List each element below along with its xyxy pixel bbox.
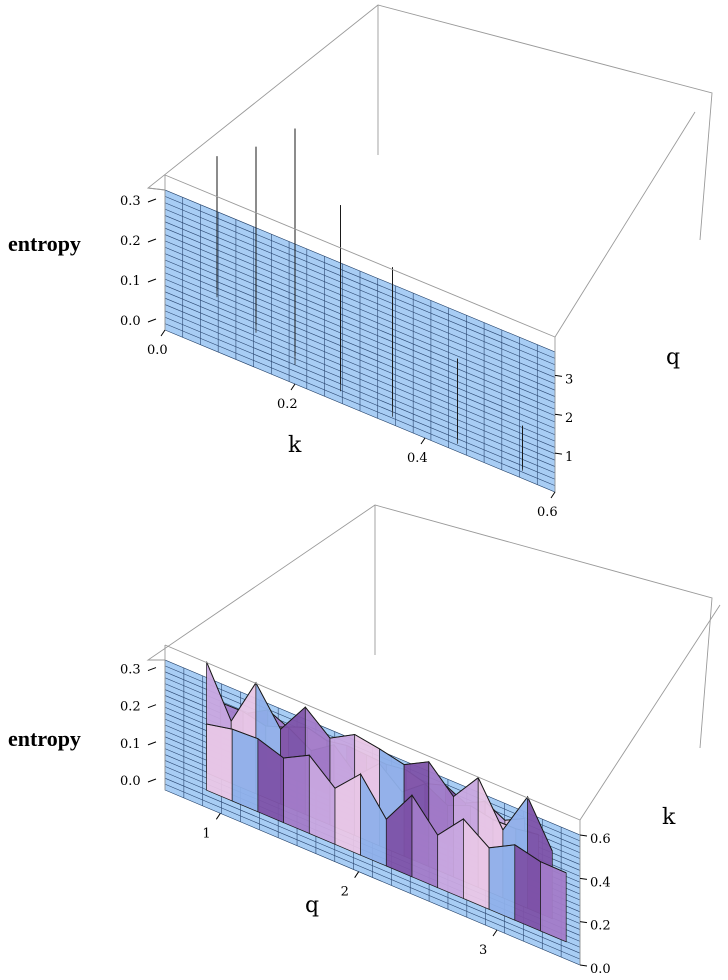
p1-floor-gridline <box>164 208 556 372</box>
p1-floor-gridline <box>164 196 556 359</box>
p1-floor-gridline <box>164 221 556 385</box>
p2-ytick-label: 0.4 <box>590 875 611 890</box>
plot-bottom-surface <box>206 661 567 943</box>
plot-bottom: 0.0 0.1 0.2 0.3 1 2 3 0.0 0.2 0.4 0.6 entropy q k <box>8 504 721 977</box>
p1-ztick-label: 0.1 <box>120 274 141 289</box>
p1-xtick-label: 0.6 <box>537 505 558 520</box>
plot-bottom-zlabel: entropy <box>8 726 81 751</box>
plot-top-ylabel: q <box>666 345 680 370</box>
p1-ytick-label: 3 <box>565 372 573 387</box>
p1-front-top-side <box>554 111 696 338</box>
p1-floor-gridline <box>164 253 556 416</box>
p1-floor-gridline <box>164 234 556 397</box>
plot-top-surface <box>216 128 523 471</box>
p2-xtick-label: 2 <box>341 885 349 900</box>
p2-ztick-label: 0.2 <box>120 700 141 715</box>
p2-ridge-panel <box>488 844 516 921</box>
p2-ztick-label: 0.1 <box>120 737 141 752</box>
p1-xtick-mark <box>290 383 296 391</box>
p2-ridge-crest <box>206 661 553 852</box>
p1-ztick-mark <box>147 238 157 243</box>
p2-xtick-label: 1 <box>202 826 210 841</box>
p2-xtick-mark <box>354 871 360 878</box>
p1-xtick-label: 0.4 <box>407 451 428 466</box>
plot-bottom-ticks: 0.0 0.1 0.2 0.3 1 2 3 0.0 0.2 0.4 0.6 <box>120 663 611 977</box>
p1-ztick-mark <box>147 278 157 283</box>
p2-xtick-mark <box>215 813 221 820</box>
p1-ztick-mark <box>147 318 157 323</box>
p1-ytick-mark <box>554 374 563 377</box>
p2-ztick-mark <box>147 741 157 746</box>
p1-xtick-mark <box>160 329 166 337</box>
p2-ytick-mark <box>579 964 588 967</box>
p2-xtick-mark <box>492 929 498 937</box>
p1-xtick-mark <box>550 491 556 499</box>
p1-back-edge <box>147 187 166 191</box>
plot-bottom-back-box <box>146 504 713 749</box>
p1-ztick-label: 0.0 <box>120 314 141 329</box>
p2-ytick-label: 0.6 <box>590 832 611 847</box>
p1-ytick-mark <box>554 413 563 416</box>
plot-top-zlabel: entropy <box>8 231 81 256</box>
p2-ytick-mark <box>579 921 588 924</box>
plot-top: 0.0 0.1 0.2 0.3 0.0 0.2 0.4 0.6 1 2 3 entropy k q <box>8 4 713 520</box>
p2-ridge-crest <box>206 723 567 874</box>
p2-ztick-label: 0.3 <box>120 663 141 678</box>
p2-front-top <box>164 644 581 821</box>
p2-front-top-side <box>579 604 721 821</box>
p1-ytick-label: 1 <box>565 450 573 465</box>
plot-bottom-ylabel: k <box>662 805 676 830</box>
p1-floor-gridline <box>164 240 556 404</box>
p2-ridge-panel <box>540 861 567 943</box>
p1-ztick-label: 0.2 <box>120 234 141 249</box>
p2-ztick-label: 0.0 <box>120 774 141 789</box>
p1-ytick-label: 2 <box>565 411 573 426</box>
p2-ztick-mark <box>147 667 157 672</box>
p2-ytick-mark <box>579 877 588 880</box>
p2-xtick-label: 3 <box>479 943 487 958</box>
p2-ridge-panel <box>283 754 310 835</box>
p1-floor-gridline <box>164 215 556 378</box>
p1-floor-gridline <box>164 227 556 391</box>
p1-xtick-mark <box>420 437 426 445</box>
p2-ytick-label: 0.0 <box>590 962 611 977</box>
p1-xtick-label: 0.0 <box>147 343 168 358</box>
p2-ytick-mark <box>579 834 588 837</box>
plot-top-ticks: 0.0 0.1 0.2 0.3 0.0 0.2 0.4 0.6 1 2 3 <box>120 194 573 520</box>
p2-ztick-mark <box>147 778 157 783</box>
plot-top-back-box <box>146 4 713 241</box>
p1-floor-gridline <box>164 259 556 423</box>
p1-back-outline <box>146 4 713 241</box>
plot-bottom-xlabel: q <box>305 893 319 918</box>
p2-ztick-mark <box>147 704 157 709</box>
p2-ytick-label: 0.2 <box>590 919 611 934</box>
p1-ztick-mark <box>147 198 157 203</box>
p1-ztick-label: 0.3 <box>120 194 141 209</box>
p1-front-top <box>164 174 556 338</box>
p1-xtick-label: 0.2 <box>277 397 298 412</box>
p1-ytick-mark <box>554 452 563 455</box>
p2-ridge-panel <box>206 723 233 802</box>
plot-bottom-front-box <box>164 604 721 965</box>
p1-floor-gridline <box>164 246 556 410</box>
p1-floor-gridline <box>164 202 556 366</box>
p2-ridge-panel <box>231 728 259 813</box>
plot-top-floor <box>164 189 556 493</box>
plot-top-xlabel: k <box>288 433 302 458</box>
